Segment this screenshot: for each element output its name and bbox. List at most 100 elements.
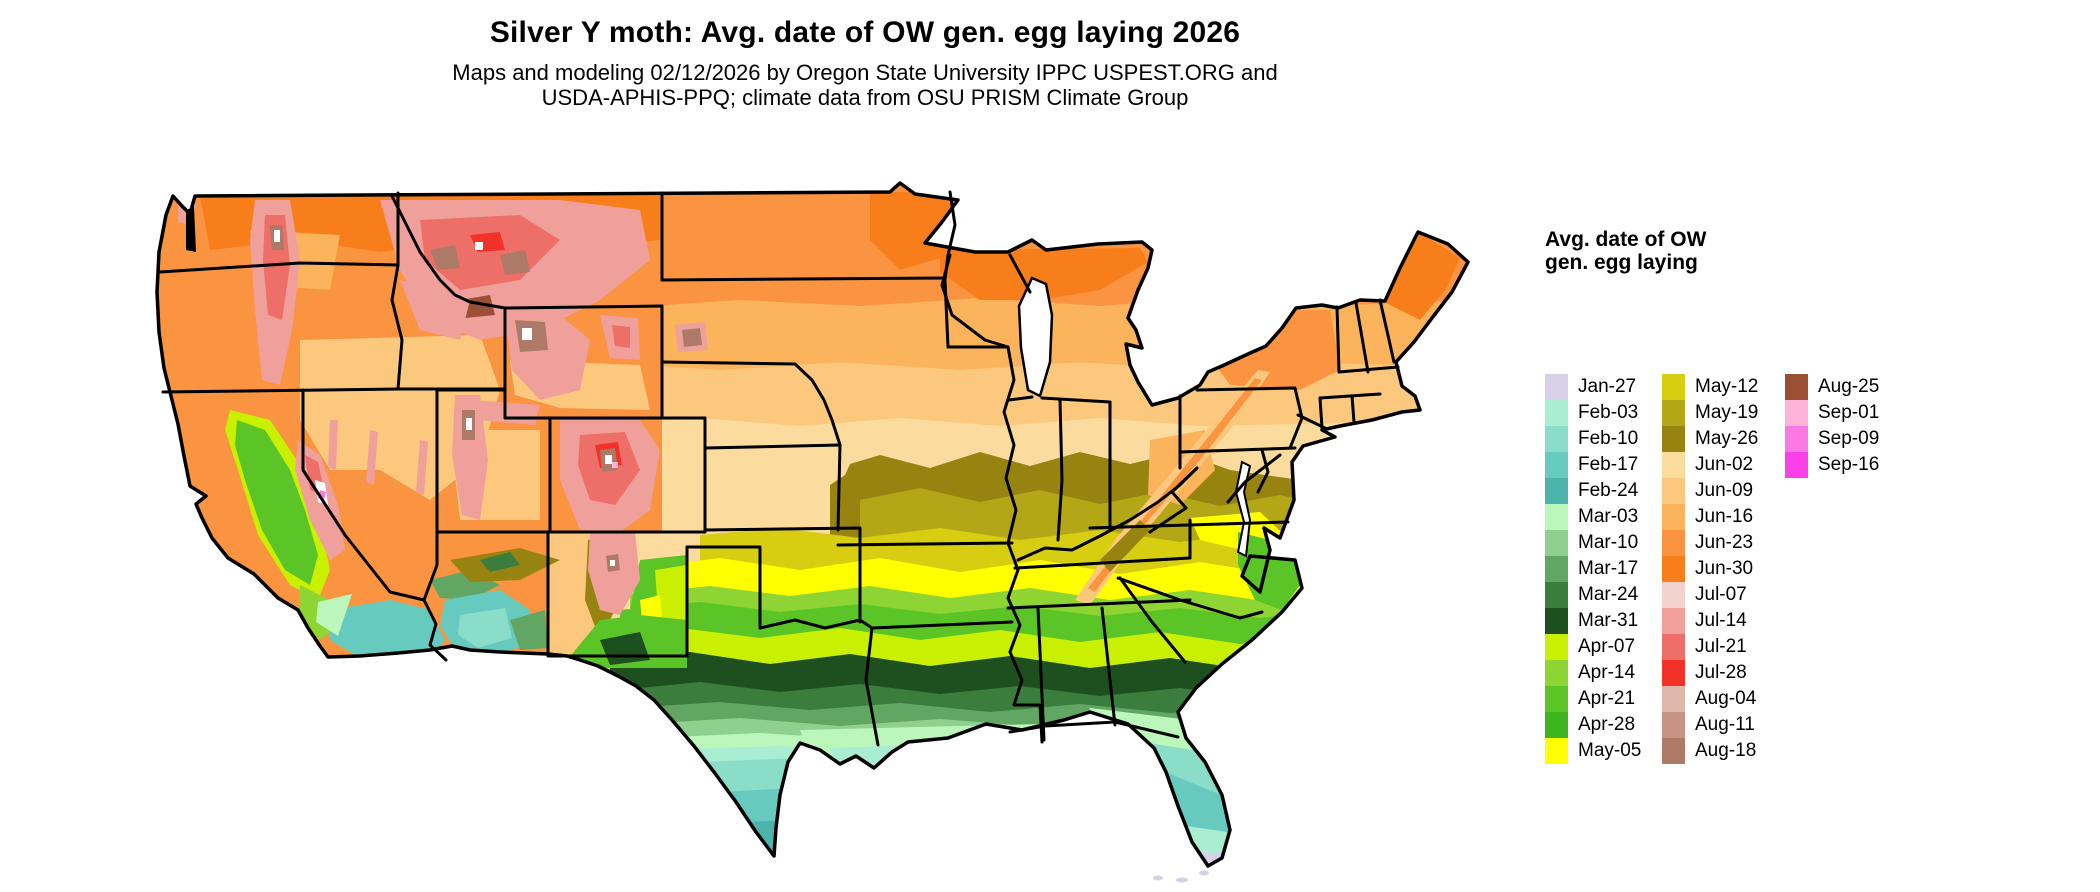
legend-label-Aug-18: Aug-18 xyxy=(1695,740,1757,761)
legend-entry-Jun-02: Jun-02 xyxy=(1662,452,1758,478)
legend-swatch-Feb-10 xyxy=(1545,426,1568,452)
legend-entry-Mar-10: Mar-10 xyxy=(1545,530,1641,556)
legend-entry-Mar-24: Mar-24 xyxy=(1545,582,1641,608)
legend-label-Feb-10: Feb-10 xyxy=(1578,428,1639,449)
legend-entry-Jun-16: Jun-16 xyxy=(1662,504,1758,530)
legend-entry-May-26: May-26 xyxy=(1662,426,1758,452)
legend-label-Apr-21: Apr-21 xyxy=(1578,688,1636,709)
legend-label-Aug-11: Aug-11 xyxy=(1695,714,1755,735)
black-hills-brown xyxy=(682,328,702,347)
key-2 xyxy=(1176,877,1188,883)
legend-swatch-Aug-11 xyxy=(1662,712,1685,738)
legend-entry-Jun-23: Jun-23 xyxy=(1662,530,1758,556)
legend-swatch-Feb-24 xyxy=(1545,478,1568,504)
key-3 xyxy=(1199,870,1209,876)
nv-range-1 xyxy=(328,420,338,470)
legend-label-May-19: May-19 xyxy=(1695,402,1759,423)
legend-swatch-Mar-31 xyxy=(1545,608,1568,634)
us-outline xyxy=(155,181,1470,868)
legend-label-Aug-04: Aug-04 xyxy=(1695,688,1757,709)
legend-swatch-Apr-07 xyxy=(1545,634,1568,660)
legend-entry-Apr-07: Apr-07 xyxy=(1545,634,1641,660)
legend-swatch-Jul-14 xyxy=(1662,608,1685,634)
legend-swatch-Jun-30 xyxy=(1662,556,1685,582)
legend-entry-Mar-31: Mar-31 xyxy=(1545,608,1641,634)
legend-entry-Mar-17: Mar-17 xyxy=(1545,556,1641,582)
legend-swatch-Jun-23 xyxy=(1662,530,1685,556)
legend-entry-Jun-09: Jun-09 xyxy=(1662,478,1758,504)
legend-title-line-2: gen. egg laying xyxy=(1545,251,1698,274)
legend-swatch-May-26 xyxy=(1662,426,1685,452)
legend-entry-May-19: May-19 xyxy=(1662,400,1758,426)
legend-entry-Jun-30: Jun-30 xyxy=(1662,556,1758,582)
socal-teal xyxy=(330,600,445,658)
legend-entry-Apr-21: Apr-21 xyxy=(1545,686,1641,712)
legend-swatch-Aug-18 xyxy=(1662,738,1685,764)
legend-swatch-Jul-07 xyxy=(1662,582,1685,608)
legend-swatch-Sep-01 xyxy=(1785,400,1808,426)
s-texas-tip-teal xyxy=(750,820,786,858)
legend-label-Jun-30: Jun-30 xyxy=(1695,558,1754,579)
legend-swatch-May-05 xyxy=(1545,738,1568,764)
legend-swatch-Sep-16 xyxy=(1785,452,1808,478)
legend-label-Aug-25: Aug-25 xyxy=(1818,376,1880,397)
legend-label-Mar-10: Mar-10 xyxy=(1578,532,1639,553)
legend-swatch-Jul-21 xyxy=(1662,634,1685,660)
legend-entry-Mar-03: Mar-03 xyxy=(1545,504,1641,530)
wasatch-white xyxy=(466,418,472,430)
legend-entry-Apr-14: Apr-14 xyxy=(1545,660,1641,686)
legend-label-Sep-01: Sep-01 xyxy=(1818,402,1880,423)
sangre-de-cristo-pink xyxy=(588,532,640,615)
state-borders xyxy=(158,190,1400,747)
legend-entry-Sep-01: Sep-01 xyxy=(1785,400,1879,426)
bitterroot-pink xyxy=(400,280,470,340)
yellowstone-white xyxy=(522,328,532,340)
legend-label-Sep-09: Sep-09 xyxy=(1818,428,1880,449)
page-title: Silver Y moth: Avg. date of OW gen. egg … xyxy=(489,16,1241,49)
bighorn-red xyxy=(612,325,630,348)
legend-label-Sep-16: Sep-16 xyxy=(1818,454,1880,475)
legend-label-Feb-03: Feb-03 xyxy=(1578,402,1639,423)
legend-swatch-Jun-16 xyxy=(1662,504,1685,530)
subtitle-line-2: USDA-APHIS-PPQ; climate data from OSU PR… xyxy=(541,85,1189,110)
wasatch-pink xyxy=(452,395,488,520)
legend-entry-Sep-09: Sep-09 xyxy=(1785,426,1879,452)
mogollon-dark-green xyxy=(480,552,520,572)
legend-label-Feb-17: Feb-17 xyxy=(1578,454,1639,475)
great-basin-peach xyxy=(300,335,500,500)
subtitle: Maps and modeling 02/12/2026 by Oregon S… xyxy=(0,60,1730,110)
legend-swatch-Sep-09 xyxy=(1785,426,1808,452)
legend-label-May-26: May-26 xyxy=(1695,428,1759,449)
appalachian-flank xyxy=(1100,520,1150,572)
legend-label-Jan-27: Jan-27 xyxy=(1578,376,1637,397)
legend-swatch-Apr-21 xyxy=(1545,686,1568,712)
legend-entry-Feb-17: Feb-17 xyxy=(1545,452,1641,478)
legend-label-Apr-14: Apr-14 xyxy=(1578,662,1636,683)
legend-entry-Aug-18: Aug-18 xyxy=(1662,738,1758,764)
subtitle-line-1: Maps and modeling 02/12/2026 by Oregon S… xyxy=(452,60,1278,85)
socal-mint-edge xyxy=(316,594,352,636)
se-az-sage xyxy=(510,610,548,650)
legend-swatch-Apr-28 xyxy=(1545,712,1568,738)
legend-swatch-Mar-10 xyxy=(1545,530,1568,556)
key-1 xyxy=(1153,875,1163,881)
legend-label-Mar-03: Mar-03 xyxy=(1578,506,1639,527)
legend-label-Jul-28: Jul-28 xyxy=(1695,662,1747,683)
cascades-peak-white xyxy=(274,230,280,242)
florida-teal-core xyxy=(1160,770,1230,836)
ca-valley-green xyxy=(235,420,318,585)
legend-entry-Jul-07: Jul-07 xyxy=(1662,582,1758,608)
legend-label-Jul-14: Jul-14 xyxy=(1695,610,1747,631)
legend-entry-May-12: May-12 xyxy=(1662,374,1758,400)
legend-swatch-Mar-24 xyxy=(1545,582,1568,608)
florida-keys xyxy=(1153,870,1209,883)
legend-entry-Jul-28: Jul-28 xyxy=(1662,660,1758,686)
legend-entry-Jan-27: Jan-27 xyxy=(1545,374,1641,400)
legend-entry-Feb-24: Feb-24 xyxy=(1545,478,1641,504)
co-rockies-magenta-speck xyxy=(612,462,618,468)
legend-swatch-Feb-17 xyxy=(1545,452,1568,478)
legend-swatch-May-12 xyxy=(1662,374,1685,400)
nv-range-2 xyxy=(366,430,378,485)
legend-title: Avg. date of OW gen. egg laying xyxy=(1545,228,1706,274)
